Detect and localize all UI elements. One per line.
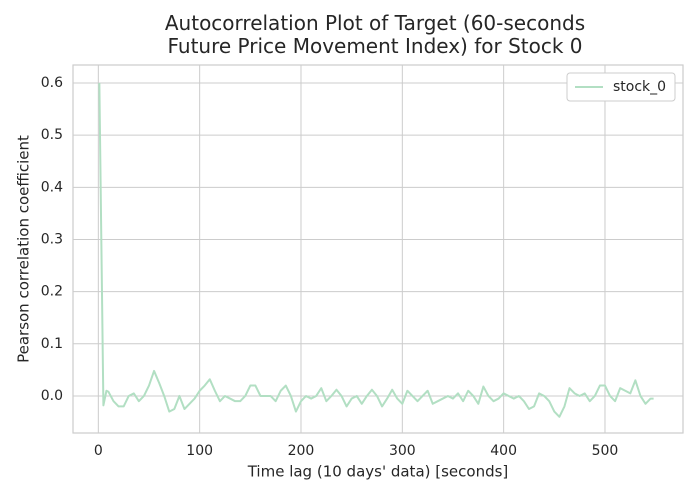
- x-tick-label: 200: [288, 443, 315, 459]
- y-tick-label: 0.4: [41, 179, 63, 195]
- y-tick-label: 0.5: [41, 127, 63, 143]
- y-tick-label: 0.2: [41, 284, 63, 300]
- x-tick-label: 500: [592, 443, 619, 459]
- y-axis-label: Pearson correlation coefficient: [15, 135, 33, 363]
- x-tick-label: 400: [490, 443, 517, 459]
- data-line: [98, 82, 654, 418]
- y-tick-label: 0.0: [41, 388, 63, 404]
- y-tick-label: 0.1: [41, 336, 63, 352]
- chart-title: Autocorrelation Plot of Target (60-secon…: [164, 11, 586, 58]
- y-tick-label: 0.6: [41, 75, 63, 91]
- x-tick-label: 0: [94, 443, 103, 459]
- x-tick-label: 100: [186, 443, 213, 459]
- legend-label: stock_0: [613, 79, 666, 95]
- y-tick-label: 0.3: [41, 231, 63, 247]
- x-tick-label: 300: [389, 443, 416, 459]
- legend-frame: [566, 72, 676, 102]
- plot-frame: [72, 64, 684, 434]
- x-axis-label: Time lag (10 days' data) [seconds]: [247, 463, 509, 481]
